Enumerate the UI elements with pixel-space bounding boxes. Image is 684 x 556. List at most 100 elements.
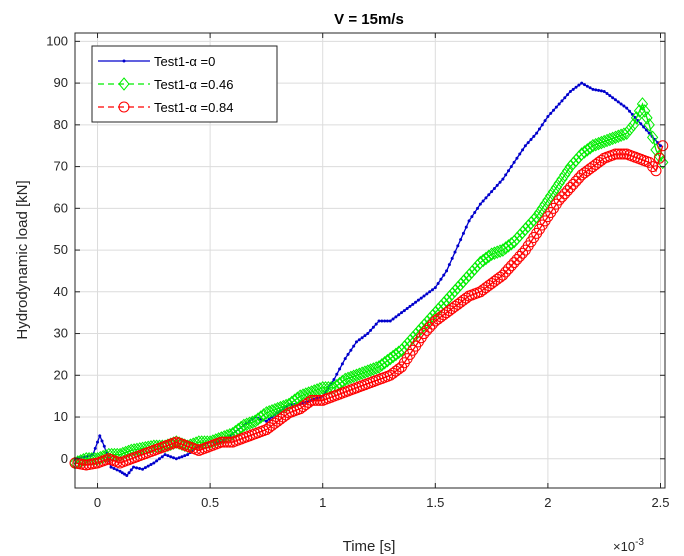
data-point: [117, 446, 129, 461]
data-point: [114, 447, 126, 462]
data-point: [517, 247, 529, 259]
data-point: [443, 290, 456, 304]
data-point: [414, 300, 418, 304]
data-point: [469, 262, 481, 276]
data-point: [529, 137, 533, 141]
data-point: [266, 403, 278, 418]
legend-entry-label: Test1-α =0.84: [154, 100, 233, 115]
data-point: [138, 467, 142, 471]
legend-swatch-marker: [122, 59, 126, 63]
data-point: [554, 105, 558, 109]
data-point: [621, 126, 633, 140]
data-point: [509, 165, 513, 169]
data-point: [550, 180, 562, 195]
data-point: [453, 250, 457, 254]
data-point: [146, 464, 150, 468]
data-point: [578, 145, 591, 159]
data-point: [215, 431, 228, 445]
data-point: [622, 104, 626, 108]
data-point: [404, 334, 416, 348]
data-point: [559, 188, 571, 200]
data-point: [432, 313, 444, 325]
data-point: [383, 319, 387, 323]
data-point: [545, 189, 557, 203]
data-point: [576, 169, 588, 181]
data-point: [280, 398, 292, 413]
y-axis-ticks: 0 10 20 30 40 50 60 70 80 90 100: [46, 33, 665, 466]
data-point: [385, 319, 389, 323]
data-point: [373, 360, 385, 374]
data-point: [103, 447, 115, 462]
data-point: [360, 336, 364, 340]
data-point: [435, 299, 447, 314]
y-tick-label: 100: [46, 33, 68, 48]
data-point: [561, 163, 574, 178]
y-tick-label: 90: [54, 75, 68, 90]
data-point: [644, 128, 648, 132]
data-point: [377, 319, 381, 323]
data-point: [294, 403, 306, 415]
data-point: [543, 119, 547, 123]
data-point: [480, 282, 492, 294]
data-point: [478, 202, 482, 206]
data-point: [537, 127, 541, 131]
data-point: [364, 363, 377, 377]
data-point: [141, 467, 145, 471]
data-point: [532, 134, 536, 138]
data-point: [109, 465, 113, 469]
data-point: [516, 225, 529, 240]
data-point: [317, 381, 329, 395]
data-point: [405, 307, 409, 311]
data-point: [539, 197, 551, 211]
data-point: [421, 324, 433, 336]
data-point: [416, 298, 420, 302]
legend-swatch-marker: [118, 101, 130, 113]
data-point: [505, 260, 517, 272]
data-point: [378, 355, 391, 370]
series-2: [69, 140, 669, 471]
data-point: [628, 109, 632, 113]
data-point: [616, 100, 620, 104]
data-point: [332, 377, 336, 381]
x-tick-label: 1: [319, 495, 326, 510]
data-point: [452, 280, 464, 295]
data-point: [370, 361, 382, 375]
x-tick-label: 2: [544, 495, 551, 510]
data-point: [102, 444, 106, 448]
y-tick-label: 80: [54, 117, 68, 132]
data-point: [428, 290, 432, 294]
data-point: [619, 102, 623, 106]
data-point: [221, 436, 233, 448]
data-point: [585, 84, 589, 88]
data-point: [570, 153, 582, 168]
data-point: [300, 387, 312, 401]
data-point: [477, 253, 489, 268]
data-point: [525, 216, 537, 230]
data-point: [263, 421, 275, 433]
data-point: [263, 405, 275, 419]
data-point: [636, 97, 649, 111]
data-point: [376, 358, 388, 372]
data-point: [86, 451, 98, 466]
data-point: [241, 417, 253, 432]
data-point: [568, 89, 572, 93]
data-point: [418, 328, 430, 340]
data-point: [518, 152, 522, 156]
data-point: [127, 471, 131, 475]
data-point: [483, 249, 495, 264]
data-point: [497, 269, 509, 281]
data-point: [314, 394, 326, 406]
data-point: [593, 156, 605, 168]
data-point: [193, 435, 205, 449]
data-point: [363, 334, 367, 338]
data-point: [183, 454, 187, 458]
data-point: [452, 298, 464, 310]
data-point: [303, 396, 315, 408]
data-point: [615, 148, 627, 160]
data-point: [570, 175, 582, 187]
data-point: [366, 332, 370, 336]
data-point: [580, 81, 584, 85]
data-point: [459, 238, 463, 242]
data-point: [308, 394, 320, 406]
data-point: [484, 196, 488, 200]
